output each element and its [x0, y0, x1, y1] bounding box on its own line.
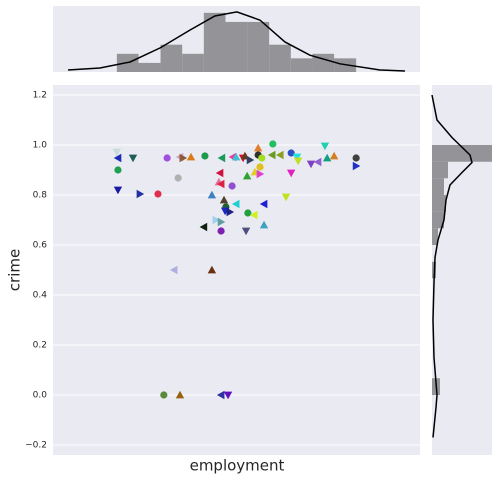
point [160, 391, 168, 399]
point [256, 163, 264, 171]
point [249, 210, 258, 220]
histogram-bar [432, 211, 444, 229]
point [242, 171, 252, 180]
point [136, 189, 145, 199]
point [259, 199, 268, 209]
point [244, 209, 252, 217]
point [322, 153, 332, 162]
point [275, 150, 284, 160]
point [179, 153, 188, 163]
point [215, 168, 224, 178]
point [199, 222, 208, 232]
point [228, 182, 236, 190]
point [163, 154, 171, 162]
histogram-bar [160, 44, 183, 72]
y-tick-label: −0.2 [25, 441, 47, 451]
point [201, 152, 209, 160]
y-tick-label: 1.2 [33, 91, 47, 101]
point [216, 179, 225, 189]
point [269, 140, 277, 148]
kde-curve [431, 94, 473, 438]
point [112, 148, 122, 157]
point [246, 155, 255, 165]
histogram-bar [225, 21, 248, 72]
histogram-bar [312, 53, 335, 72]
point [231, 199, 240, 209]
y-tick-label: 0.2 [33, 341, 47, 351]
point [207, 190, 217, 199]
point [293, 157, 303, 166]
plot-background [53, 85, 420, 455]
y-tick-label: 0.0 [33, 391, 48, 401]
histogram-bar [432, 145, 492, 162]
point [253, 143, 263, 152]
point [154, 190, 162, 198]
point [352, 161, 361, 171]
point [231, 152, 241, 161]
histogram-bar [269, 44, 291, 72]
histogram-bar [432, 195, 446, 212]
x-axis-label: employment [190, 457, 285, 475]
y-tick-label: 0.8 [33, 191, 48, 201]
point [186, 152, 196, 161]
point [114, 166, 122, 174]
point [281, 193, 291, 202]
histogram-bar [432, 228, 438, 245]
point [217, 217, 226, 227]
point [223, 391, 233, 400]
point [287, 149, 295, 157]
histogram-bar [432, 178, 444, 195]
point [258, 154, 266, 162]
point [259, 220, 269, 229]
y-tick-label: 0.4 [33, 291, 48, 301]
point [320, 142, 330, 151]
point [207, 265, 217, 274]
point [226, 207, 235, 217]
point [216, 390, 225, 400]
point [329, 151, 339, 160]
histogram-bar [182, 53, 204, 72]
point [175, 390, 185, 399]
y-tick-label: 1.0 [33, 141, 48, 151]
marginal-background [432, 85, 492, 455]
point [219, 195, 229, 204]
point [217, 227, 225, 235]
point [241, 227, 251, 236]
kde-curve [68, 11, 405, 72]
point [313, 157, 322, 167]
point [267, 150, 276, 160]
point [212, 215, 221, 225]
point [256, 169, 265, 179]
histogram-bar [138, 62, 161, 72]
point [113, 153, 122, 163]
histogram-bar [203, 12, 226, 72]
point [128, 154, 138, 163]
point [352, 154, 360, 162]
point [217, 153, 226, 163]
histogram-bar [247, 21, 270, 72]
point [174, 174, 182, 182]
point [292, 153, 302, 162]
y-axis-label: crime [6, 249, 24, 291]
histogram-bar [432, 161, 448, 179]
histogram-bar [290, 58, 313, 72]
point [169, 265, 178, 275]
point [306, 160, 316, 169]
point [286, 169, 296, 178]
point [113, 186, 123, 195]
y-tick-label: 0.6 [33, 241, 48, 251]
